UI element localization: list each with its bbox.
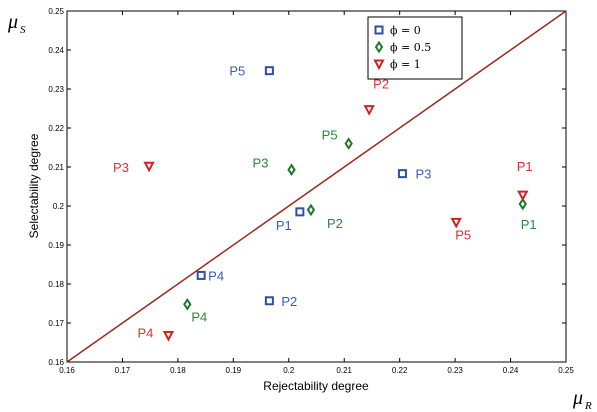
point-label: P3 <box>113 160 129 175</box>
y-tick-label: 0.21 <box>48 163 64 172</box>
data-point-square <box>264 296 274 306</box>
data-point-square <box>196 270 206 280</box>
legend-marker-diamond <box>374 40 384 54</box>
point-label: P4 <box>208 268 224 283</box>
data-point-diamond <box>518 197 527 211</box>
point-label: P2 <box>281 294 297 309</box>
data-point-square <box>397 169 407 179</box>
x-tick-label: 0.24 <box>503 366 519 375</box>
point-label: P4 <box>137 325 153 340</box>
x-tick-label: 0.23 <box>447 366 463 375</box>
y-tick-label: 0.16 <box>48 358 64 367</box>
point-label: P3 <box>415 167 431 182</box>
legend-label: ϕ = 0.5 <box>390 41 431 54</box>
reference-line <box>66 10 567 363</box>
data-point-square <box>295 207 305 217</box>
data-point-triangle-down <box>162 330 175 342</box>
point-label: P1 <box>517 159 533 174</box>
x-axis-label: Rejectability degree <box>263 379 369 393</box>
x-symbol: μ R <box>572 387 592 412</box>
x-tick-label: 0.2 <box>283 366 295 375</box>
point-label: P5 <box>322 128 338 143</box>
x-tick-label: 0.18 <box>170 366 186 375</box>
data-point-diamond <box>306 203 316 217</box>
point-label: P1 <box>521 217 537 232</box>
point-labels: P1 P2 P3 P4 P5 P1 P2 P3 P4 P5 P1 P2 P3 P4 P5 <box>113 64 537 341</box>
svg-text:R: R <box>584 400 592 412</box>
y-tick-label: 0.23 <box>48 85 64 94</box>
data-point-triangle-down <box>143 161 155 173</box>
y-axis-label: Selectability degree <box>27 133 41 238</box>
data-point-diamond <box>287 163 296 177</box>
data-point-triangle-down <box>517 190 529 202</box>
y-tick-label: 0.2 <box>53 202 65 211</box>
diagonal-line <box>66 10 567 363</box>
legend-label: ϕ = 0 <box>390 24 421 37</box>
y-tick-label: 0.17 <box>48 319 64 328</box>
x-tick-label: 0.21 <box>336 366 352 375</box>
point-label: P3 <box>253 156 269 171</box>
point-label: P5 <box>455 227 471 242</box>
svg-text:μ: μ <box>572 387 583 409</box>
legend: ϕ = 0 ϕ = 0.5 ϕ = 1 <box>367 16 463 80</box>
point-label: P2 <box>327 216 343 231</box>
y-tick-label: 0.19 <box>48 241 64 250</box>
legend-marker-triangle-down <box>373 59 385 71</box>
data-point-diamond <box>183 297 192 311</box>
legend-label: ϕ = 1 <box>390 58 421 71</box>
y-tick-label: 0.24 <box>48 46 64 55</box>
data-point-triangle-down <box>450 217 462 229</box>
data-point-square <box>264 66 274 76</box>
x-tick-label: 0.17 <box>115 366 131 375</box>
x-tick-label: 0.25 <box>558 366 574 375</box>
legend-box <box>367 16 463 80</box>
point-label: P4 <box>191 309 207 324</box>
y-tick-label: 0.18 <box>48 280 64 289</box>
y-symbol: μ S <box>7 11 26 36</box>
svg-text:μ: μ <box>7 11 18 33</box>
point-label: P2 <box>373 77 389 92</box>
x-tick-label: 0.19 <box>226 366 242 375</box>
data-points <box>143 66 529 342</box>
y-tick-label: 0.22 <box>48 124 64 133</box>
y-tick-label: 0.25 <box>48 7 64 16</box>
data-point-triangle-down <box>363 105 375 116</box>
legend-marker-square <box>374 25 384 35</box>
axis-ticks: 0.16 0.17 0.18 0.19 0.2 0.21 0.22 0.23 0.24 0.25 0… <box>48 7 574 375</box>
point-label: P1 <box>276 218 292 233</box>
svg-text:S: S <box>20 24 26 36</box>
x-tick-label: 0.16 <box>59 366 75 375</box>
x-tick-label: 0.22 <box>392 366 408 375</box>
data-point-diamond <box>344 137 353 150</box>
point-label: P5 <box>229 64 245 79</box>
